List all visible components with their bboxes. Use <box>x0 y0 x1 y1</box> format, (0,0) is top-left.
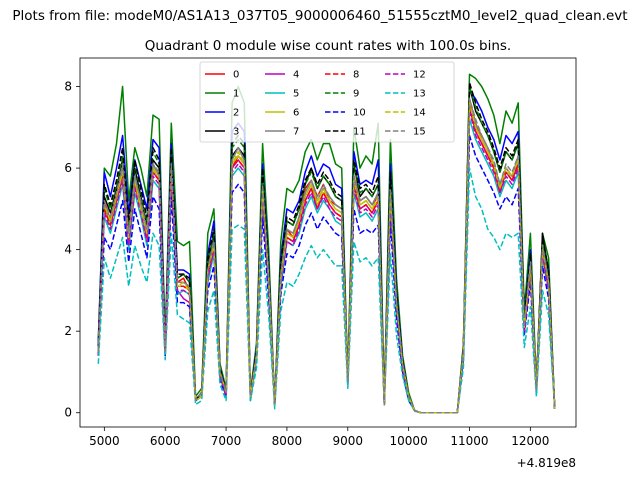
legend-label-3: 3 <box>233 127 239 138</box>
legend-label-5: 5 <box>293 89 299 100</box>
legend-label-14: 14 <box>413 108 426 119</box>
x-tick-label: 5000 <box>89 434 120 448</box>
series-line-1 <box>97 73 556 414</box>
y-tick-label: 2 <box>64 324 72 338</box>
series-line-10 <box>97 134 556 414</box>
chart-title: Quadrant 0 module wise count rates with … <box>145 38 511 54</box>
legend-label-4: 4 <box>293 70 299 81</box>
y-tick-label: 0 <box>64 406 72 420</box>
x-offset-label: +4.819e8 <box>517 456 576 470</box>
x-tick-label: 11000 <box>450 434 488 448</box>
y-tick-label: 6 <box>64 161 72 175</box>
legend-label-2: 2 <box>233 108 239 119</box>
legend-frame <box>199 61 455 143</box>
legend-label-0: 0 <box>233 70 239 81</box>
figure-suptitle: Plots from file: modeM0/AS1A13_037T05_90… <box>12 8 627 24</box>
y-tick-label: 8 <box>64 80 72 94</box>
series-line-13 <box>97 167 556 414</box>
legend-label-12: 12 <box>413 70 426 81</box>
series-line-11 <box>97 81 556 414</box>
legend-label-11: 11 <box>353 127 366 138</box>
legend-label-8: 8 <box>353 70 359 81</box>
x-tick-label: 7000 <box>211 434 242 448</box>
series-layer <box>97 73 556 414</box>
y-tick-label: 4 <box>64 243 72 257</box>
x-tick-label: 12000 <box>511 434 549 448</box>
legend-label-7: 7 <box>293 127 299 138</box>
legend-label-9: 9 <box>353 89 359 100</box>
series-line-15 <box>97 98 556 414</box>
x-tick-label: 10000 <box>390 434 428 448</box>
x-tick-label: 9000 <box>333 434 364 448</box>
legend-label-1: 1 <box>233 89 239 100</box>
plot-frame <box>79 57 577 428</box>
legend-label-10: 10 <box>353 108 366 119</box>
legend-label-13: 13 <box>413 89 426 100</box>
legend-label-15: 15 <box>413 127 426 138</box>
legend-label-6: 6 <box>293 108 299 119</box>
x-tick-label: 6000 <box>150 434 181 448</box>
axis-layer: 5000 6000 7000 8000 9000 10000 11000 12000 0 2 4 6 8 <box>64 80 549 448</box>
x-tick-label: 8000 <box>272 434 303 448</box>
